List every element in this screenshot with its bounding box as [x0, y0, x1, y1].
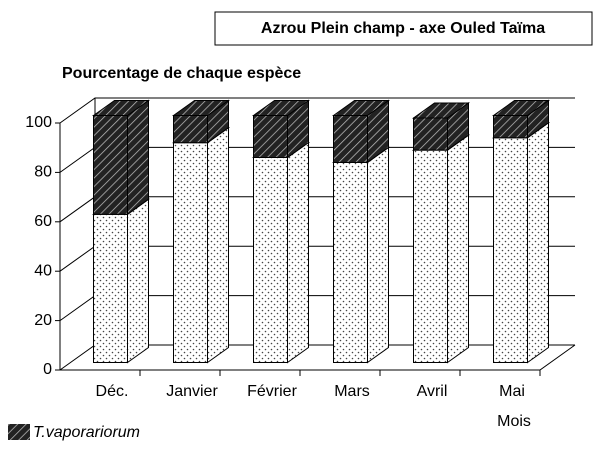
bar-top [331, 100, 391, 116]
bar [93, 213, 128, 363]
bar-side [367, 146, 389, 364]
legend-label: T.vaporariorum [33, 424, 140, 441]
title-box [214, 11, 593, 46]
bar [93, 115, 128, 215]
y-tick-label: 80 [34, 164, 52, 181]
legend-swatch [8, 424, 30, 440]
bar [173, 142, 208, 363]
bar [333, 161, 368, 363]
y-tick-label: 40 [34, 262, 52, 279]
bar [413, 117, 448, 151]
bar-top [91, 100, 151, 116]
x-tick-label: Février [247, 383, 297, 400]
bar-top [411, 102, 471, 119]
y-tick-label: 60 [34, 213, 52, 230]
bar-side [287, 141, 309, 364]
bar-side [207, 126, 229, 364]
bar [173, 115, 208, 144]
x-tick-label: Déc. [96, 383, 129, 400]
bar [493, 115, 528, 139]
grid-line [59, 97, 575, 124]
x-tick-label: Avril [417, 383, 448, 400]
bar-side [127, 99, 149, 216]
bar [333, 115, 368, 163]
y-tick-label: 20 [34, 312, 52, 329]
bar-top [251, 100, 311, 116]
bar [493, 137, 528, 363]
x-tick-label: Mars [334, 383, 370, 400]
bar [253, 156, 288, 363]
x-tick-label: Janvier [166, 383, 218, 400]
bar [413, 149, 448, 363]
chart-title: Azrou Plein champ - axe Ouled Taïma [261, 20, 545, 37]
y-tick-label: 100 [25, 114, 52, 131]
bar-side [447, 134, 469, 364]
bar-top [491, 100, 551, 116]
bar-side [127, 198, 149, 364]
x-tick-label: Mai [499, 383, 525, 400]
x-axis-title: Mois [497, 413, 531, 430]
bar-side [527, 121, 549, 364]
y-tick-label: 0 [43, 361, 52, 378]
y-axis-title: Pourcentage de chaque espèce [62, 65, 301, 82]
bar-top [171, 100, 231, 116]
bar [253, 115, 288, 158]
